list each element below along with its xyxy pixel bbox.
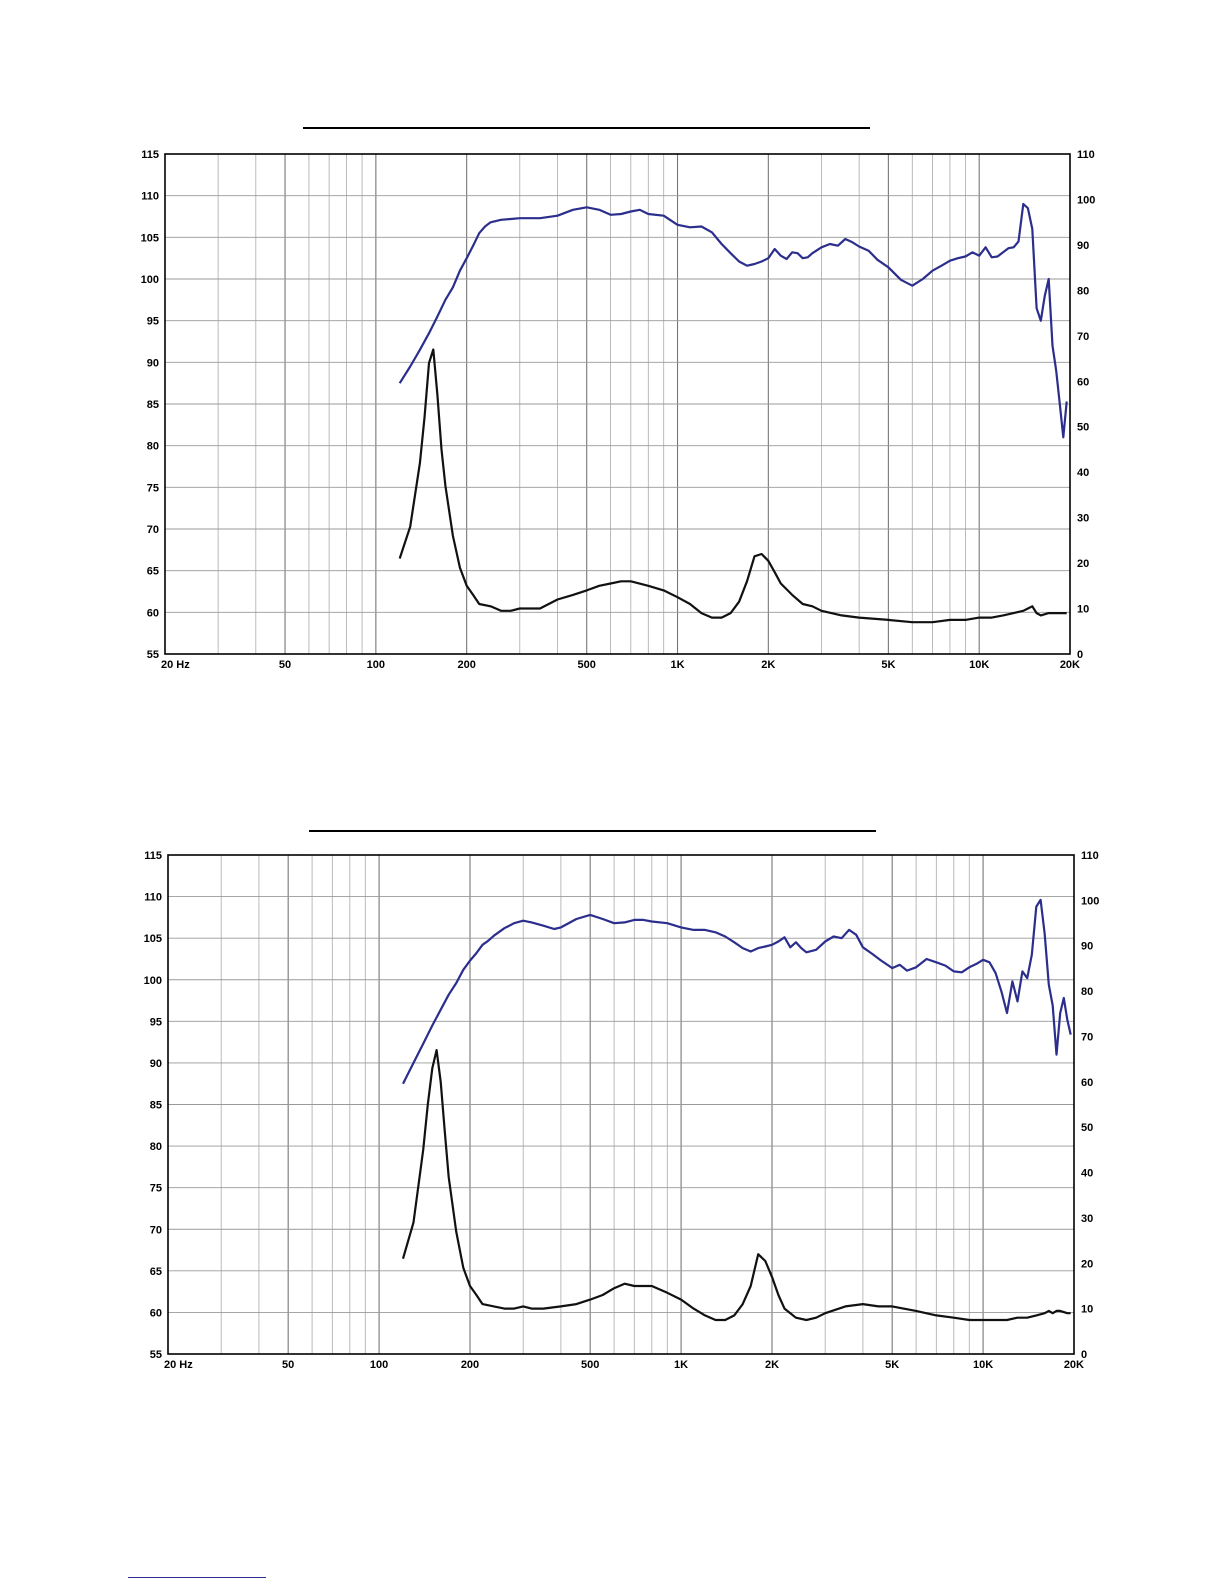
chart-1-y-tick-label: 85: [147, 399, 159, 411]
chart-2-x-tick-label: 20 Hz: [164, 1359, 193, 1371]
chart-1-y2-tick-label: 0: [1077, 649, 1083, 661]
chart-2-y2-tick-label: 50: [1081, 1122, 1093, 1134]
chart-2-plot-frame: [167, 854, 1075, 1355]
chart-1-y-tick-label: 115: [141, 149, 159, 161]
chart-1-y-tick-label: 105: [141, 232, 159, 244]
chart-2-x-tick-label: 200: [461, 1359, 479, 1371]
chart-2-y-tick-label: 115: [144, 850, 162, 862]
chart-2-x-tick-label: 5K: [885, 1359, 899, 1371]
chart-1-y-tick-label: 55: [147, 649, 159, 661]
chart-2-y2-tick-label: 10: [1081, 1304, 1093, 1316]
chart-1-y-tick-label: 95: [147, 316, 159, 328]
chart-2-y2-tick-label: 100: [1081, 895, 1099, 907]
chart-2-y-tick-label: 60: [150, 1307, 162, 1319]
chart-1-y-tick-label: 75: [147, 482, 159, 494]
chart-1-y-tick-label: 80: [147, 441, 159, 453]
chart-2-y-tick-label: 95: [150, 1016, 162, 1028]
chart-1-y-tick-label: 60: [147, 607, 159, 619]
chart-1-plot-frame: [164, 153, 1071, 655]
chart-2-y2-tick-label: 80: [1081, 986, 1093, 998]
chart-2-x-tick-label: 100: [370, 1359, 388, 1371]
chart-2-y2-tick-label: 90: [1081, 941, 1093, 953]
chart-2-x-tick-label: 50: [282, 1359, 294, 1371]
chart-2-y2-tick-label: 0: [1081, 1349, 1087, 1361]
footer-link-underline: [128, 1577, 266, 1578]
chart-2-x-tick-label: 1K: [674, 1359, 688, 1371]
chart-1-y2-tick-label: 30: [1077, 513, 1089, 525]
chart-1-y2-tick-label: 80: [1077, 285, 1089, 297]
chart-1-x-tick-label: 500: [578, 659, 596, 671]
chart-1-y2-tick-label: 100: [1077, 194, 1095, 206]
chart-1-x-tick-label: 50: [279, 659, 291, 671]
chart-2-x-tick-label: 500: [581, 1359, 599, 1371]
chart-2-y-tick-label: 100: [144, 975, 162, 987]
chart-2-y-tick-label: 80: [150, 1141, 162, 1153]
chart-2-y-tick-label: 90: [150, 1058, 162, 1070]
chart-2-y2-tick-label: 110: [1081, 850, 1099, 862]
chart-1-y-tick-label: 70: [147, 524, 159, 536]
chart-2-y-tick-label: 110: [144, 892, 162, 904]
chart-2-x-tick-label: 20K: [1064, 1359, 1084, 1371]
chart-1-y2-tick-label: 20: [1077, 558, 1089, 570]
chart-2-y2-tick-label: 30: [1081, 1213, 1093, 1225]
chart-2-y2-tick-label: 40: [1081, 1168, 1093, 1180]
chart-2-y2-tick-label: 60: [1081, 1077, 1093, 1089]
chart-1-y-tick-label: 90: [147, 357, 159, 369]
chart-1-x-tick-label: 1K: [670, 659, 684, 671]
chart-2-y-tick-label: 105: [144, 933, 162, 945]
chart-2-y-tick-label: 70: [150, 1224, 162, 1236]
chart-1-y2-tick-label: 40: [1077, 467, 1089, 479]
chart-1-x-tick-label: 2K: [761, 659, 775, 671]
chart-1-x-tick-label: 20 Hz: [161, 659, 190, 671]
chart-2-y-tick-label: 65: [150, 1266, 162, 1278]
chart-1-y2-tick-label: 10: [1077, 604, 1089, 616]
chart-2-y-tick-label: 85: [150, 1100, 162, 1112]
chart-1-y2-tick-label: 50: [1077, 422, 1089, 434]
chart-1-y2-tick-label: 60: [1077, 376, 1089, 388]
chart-1-y2-tick-label: 70: [1077, 331, 1089, 343]
chart-1-grid: [165, 154, 1070, 654]
chart-2-grid: [168, 855, 1074, 1354]
chart-2-x-tick-label: 2K: [765, 1359, 779, 1371]
chart-1-y-tick-label: 100: [141, 274, 159, 286]
chart-1-y2-tick-label: 110: [1077, 149, 1095, 161]
chart-1-spl-curve: [398, 202, 1068, 439]
chart-1-y-tick-label: 110: [141, 191, 159, 203]
chart-2-spl-curve: [402, 898, 1072, 1085]
chart-2-x-tick-label: 10K: [973, 1359, 993, 1371]
chart-1-x-tick-label: 100: [367, 659, 385, 671]
chart-2-y2-tick-label: 20: [1081, 1258, 1093, 1270]
chart-1-impedance-curve: [398, 348, 1067, 624]
chart-1-svg: 55 60 65 70 75 80 85 90 95 100 105 110 115 0 10 20 30 40 5…: [141, 127, 1095, 671]
chart-1-x-tick-label: 20K: [1060, 659, 1080, 671]
chart-2-y-tick-label: 55: [150, 1349, 162, 1361]
chart-1-x-tick-label: 200: [457, 659, 475, 671]
chart-1-y2-tick-label: 90: [1077, 240, 1089, 252]
chart-2: 55 60 65 70 75 80 85 90 95 100 105 110 115 0 10 20 30 40 5…: [0, 820, 1225, 1385]
chart-2-svg: 55 60 65 70 75 80 85 90 95 100 105 110 115 0 10 20 30 40 5…: [144, 830, 1099, 1371]
chart-2-impedance-curve: [401, 1049, 1071, 1322]
chart-1-x-tick-label: 5K: [881, 659, 895, 671]
chart-1-y-tick-label: 65: [147, 566, 159, 578]
chart-1: 55 60 65 70 75 80 85 90 95 100 105 110 115 0 10 20 30 40 5…: [0, 0, 1225, 700]
chart-2-y2-tick-label: 70: [1081, 1031, 1093, 1043]
chart-2-y-tick-label: 75: [150, 1183, 162, 1195]
chart-1-x-tick-label: 10K: [969, 659, 989, 671]
